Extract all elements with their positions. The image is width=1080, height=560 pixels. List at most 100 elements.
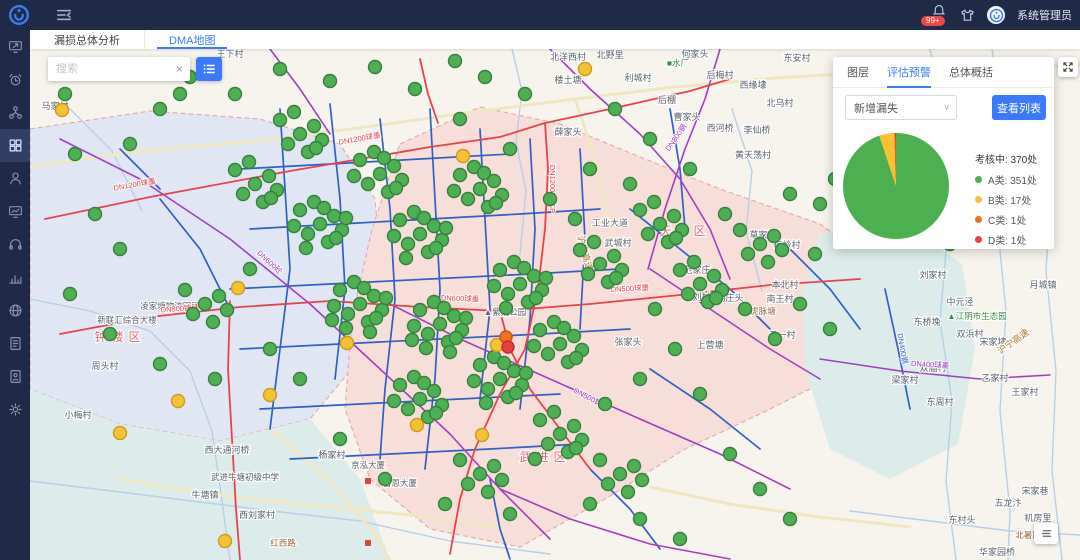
leak-point-green[interactable]: [592, 256, 608, 272]
leak-point-green[interactable]: [286, 104, 302, 120]
panel-tab-2[interactable]: 总体概括: [949, 67, 993, 79]
leak-point-green[interactable]: [532, 412, 548, 428]
leak-point-green[interactable]: [634, 472, 650, 488]
leak-point-green[interactable]: [752, 236, 768, 252]
leak-point-green[interactable]: [272, 112, 288, 128]
leak-point-green[interactable]: [667, 341, 683, 357]
leak-point-green[interactable]: [517, 86, 533, 102]
fullscreen-button[interactable]: [1058, 57, 1078, 77]
leak-point-green[interactable]: [632, 202, 648, 218]
leak-point-green[interactable]: [241, 154, 257, 170]
leak-point-red[interactable]: [501, 340, 515, 354]
leak-point-green[interactable]: [338, 320, 354, 336]
tab-overview[interactable]: 漏损总体分析: [54, 34, 120, 47]
leak-point-green[interactable]: [398, 250, 414, 266]
sidebar-item-monitor[interactable]: [0, 195, 30, 228]
panel-tab-0[interactable]: 图层: [847, 67, 869, 79]
leak-point-green[interactable]: [400, 236, 416, 252]
leak-point-green[interactable]: [717, 206, 733, 222]
leak-point-green[interactable]: [368, 310, 384, 326]
leak-point-green[interactable]: [597, 396, 613, 412]
sidebar-item-statistics[interactable]: [0, 261, 30, 294]
leak-point-green[interactable]: [102, 326, 118, 342]
notifications-button[interactable]: 99+: [920, 4, 948, 27]
leak-point-green[interactable]: [219, 302, 235, 318]
leak-point-green[interactable]: [668, 230, 684, 246]
sidebar-item-sphere[interactable]: [0, 294, 30, 327]
search-input[interactable]: [48, 63, 176, 75]
leak-point-green[interactable]: [737, 301, 753, 317]
leak-point-green[interactable]: [626, 458, 642, 474]
leak-point-green[interactable]: [488, 195, 504, 211]
leak-point-green[interactable]: [460, 191, 476, 207]
leak-point-green[interactable]: [477, 69, 493, 85]
leak-point-green[interactable]: [324, 312, 340, 328]
leak-point-green[interactable]: [261, 168, 277, 184]
leak-point-green[interactable]: [280, 136, 296, 152]
panel-tab-1[interactable]: 评估预警: [887, 57, 931, 88]
leak-point-green[interactable]: [494, 472, 510, 488]
leak-point-green[interactable]: [508, 385, 524, 401]
leak-point-green[interactable]: [452, 167, 468, 183]
leak-point-green[interactable]: [346, 168, 362, 184]
theme-shirt-icon[interactable]: [960, 8, 975, 23]
leak-point-green[interactable]: [812, 196, 828, 212]
leak-point-green[interactable]: [822, 321, 838, 337]
leak-point-green[interactable]: [177, 282, 193, 298]
leak-point-green[interactable]: [446, 183, 462, 199]
sidebar-item-org-chart[interactable]: [0, 96, 30, 129]
leak-point-green[interactable]: [452, 452, 468, 468]
leak-point-green[interactable]: [376, 150, 392, 166]
warning-type-select[interactable]: 新增漏失 ∨: [845, 95, 957, 120]
leak-point-green[interactable]: [352, 296, 368, 312]
leak-point-green[interactable]: [568, 440, 584, 456]
leak-point-green[interactable]: [538, 270, 554, 286]
leak-point-green[interactable]: [400, 401, 416, 417]
leak-point-green[interactable]: [620, 484, 636, 500]
leak-point-green[interactable]: [542, 191, 558, 207]
leak-point-green[interactable]: [62, 286, 78, 302]
leak-point-green[interactable]: [362, 324, 378, 340]
leak-point-green[interactable]: [392, 377, 408, 393]
leak-point-green[interactable]: [308, 140, 324, 156]
leak-point-green[interactable]: [492, 371, 508, 387]
leak-point-green[interactable]: [332, 282, 348, 298]
leak-point-green[interactable]: [227, 162, 243, 178]
leak-point-green[interactable]: [326, 298, 342, 314]
leak-point-green[interactable]: [235, 186, 251, 202]
leak-point-yellow[interactable]: [217, 533, 233, 549]
leak-point-green[interactable]: [480, 381, 496, 397]
leak-point-green[interactable]: [556, 320, 572, 336]
leak-point-green[interactable]: [566, 418, 582, 434]
leak-point-green[interactable]: [412, 302, 428, 318]
leak-point-green[interactable]: [377, 471, 393, 487]
clear-search-icon[interactable]: ×: [175, 62, 183, 76]
leak-point-green[interactable]: [582, 496, 598, 512]
result-list-button[interactable]: [196, 57, 222, 81]
leak-point-green[interactable]: [67, 146, 83, 162]
leak-point-green[interactable]: [404, 332, 420, 348]
leak-point-green[interactable]: [340, 306, 356, 322]
leak-point-green[interactable]: [262, 341, 278, 357]
leak-point-yellow[interactable]: [339, 335, 355, 351]
leak-point-yellow[interactable]: [455, 148, 471, 164]
leak-point-green[interactable]: [682, 161, 698, 177]
leak-point-green[interactable]: [512, 276, 528, 292]
leak-point-green[interactable]: [436, 300, 452, 316]
leak-point-yellow[interactable]: [577, 61, 593, 77]
avatar[interactable]: [987, 6, 1005, 24]
leak-point-green[interactable]: [632, 511, 648, 527]
leak-point-green[interactable]: [552, 336, 568, 352]
leak-point-green[interactable]: [372, 166, 388, 182]
leak-point-green[interactable]: [437, 496, 453, 512]
leak-point-green[interactable]: [766, 228, 782, 244]
leak-point-green[interactable]: [706, 268, 722, 284]
leak-point-green[interactable]: [568, 350, 584, 366]
leak-point-green[interactable]: [298, 240, 314, 256]
leak-point-green[interactable]: [57, 86, 73, 102]
leak-point-green[interactable]: [566, 328, 582, 344]
leak-point-green[interactable]: [642, 131, 658, 147]
leak-point-green[interactable]: [87, 206, 103, 222]
menu-fold-icon[interactable]: [56, 7, 72, 23]
leak-point-green[interactable]: [686, 254, 702, 270]
